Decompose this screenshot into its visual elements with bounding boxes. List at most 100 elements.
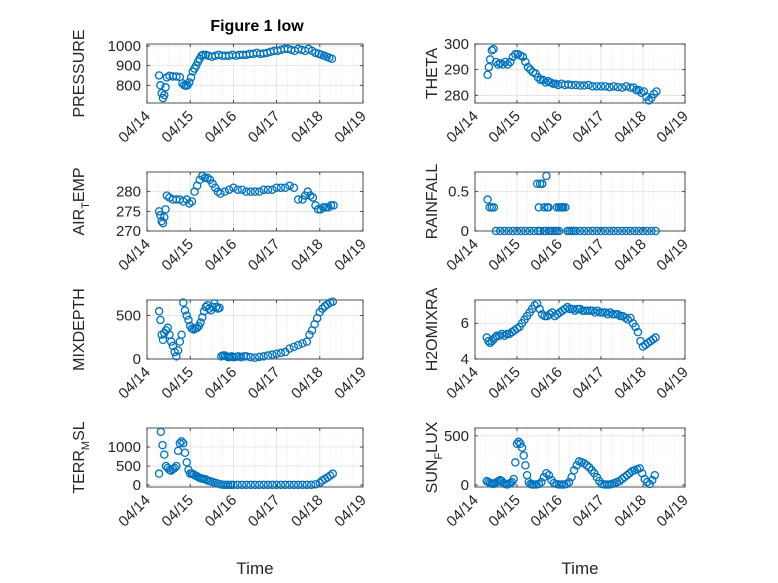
data-point bbox=[512, 324, 522, 333]
data-point bbox=[502, 329, 512, 339]
y-axis-label: TERRMSL bbox=[71, 421, 92, 493]
data-point bbox=[648, 335, 658, 344]
data-point bbox=[569, 466, 579, 475]
data-point bbox=[172, 352, 181, 361]
data-point bbox=[198, 171, 207, 181]
data-point bbox=[179, 438, 188, 448]
data-point bbox=[154, 307, 164, 316]
data-point bbox=[285, 344, 294, 353]
data-point bbox=[540, 311, 549, 321]
data-point bbox=[529, 480, 539, 489]
axes-box bbox=[474, 299, 686, 360]
data-point bbox=[557, 480, 566, 489]
data-point bbox=[154, 469, 164, 478]
data-point bbox=[651, 333, 660, 342]
y-tick-label: 0 bbox=[461, 477, 469, 494]
data-point bbox=[319, 203, 328, 212]
data-point bbox=[224, 185, 234, 194]
data-point bbox=[289, 480, 299, 490]
data-point bbox=[542, 171, 551, 181]
data-point bbox=[508, 226, 518, 236]
data-point bbox=[255, 480, 264, 490]
data-point bbox=[540, 203, 549, 212]
data-point bbox=[647, 475, 657, 485]
axes-box bbox=[146, 427, 364, 488]
data-point bbox=[521, 57, 530, 67]
data-point bbox=[216, 189, 225, 198]
data-point bbox=[272, 349, 281, 359]
data-series bbox=[154, 427, 338, 490]
data-point bbox=[596, 82, 606, 91]
data-point bbox=[512, 226, 522, 236]
data-point bbox=[276, 480, 286, 490]
data-point bbox=[329, 201, 338, 210]
data-point bbox=[182, 311, 191, 320]
axes-box bbox=[146, 299, 364, 360]
data-point bbox=[608, 310, 618, 319]
data-point bbox=[198, 313, 207, 322]
data-point bbox=[536, 226, 545, 236]
data-point bbox=[642, 477, 652, 487]
data-point bbox=[177, 437, 186, 446]
data-point bbox=[629, 83, 639, 92]
data-point bbox=[583, 306, 592, 315]
data-point bbox=[498, 60, 507, 69]
data-point bbox=[561, 203, 570, 212]
data-point bbox=[588, 306, 597, 315]
data-point bbox=[170, 463, 179, 473]
data-point bbox=[259, 352, 268, 361]
data-point bbox=[246, 480, 255, 490]
data-series bbox=[154, 44, 337, 103]
data-point bbox=[541, 226, 550, 236]
data-point bbox=[626, 313, 635, 323]
data-point bbox=[161, 83, 170, 92]
data-point bbox=[538, 75, 548, 85]
data-point bbox=[276, 183, 286, 192]
data-point bbox=[280, 480, 290, 490]
data-point bbox=[542, 203, 552, 212]
data-point bbox=[649, 89, 659, 99]
data-point bbox=[324, 203, 333, 212]
data-point bbox=[600, 226, 610, 236]
data-point bbox=[605, 308, 615, 317]
data-point bbox=[630, 226, 639, 236]
data-point bbox=[562, 479, 571, 489]
data-point bbox=[285, 480, 294, 490]
data-point bbox=[631, 322, 640, 332]
data-point bbox=[647, 226, 656, 236]
y-tick-label: 900 bbox=[116, 58, 141, 75]
data-point bbox=[177, 330, 186, 339]
data-point bbox=[644, 96, 654, 105]
data-point bbox=[191, 61, 201, 70]
data-point bbox=[201, 475, 211, 484]
data-point bbox=[229, 480, 238, 490]
data-point bbox=[328, 297, 338, 306]
data-point bbox=[613, 226, 623, 236]
data-point bbox=[503, 60, 513, 69]
data-point bbox=[483, 70, 492, 80]
data-point bbox=[487, 46, 497, 55]
data-point bbox=[613, 310, 623, 319]
data-point bbox=[584, 226, 593, 236]
data-point bbox=[242, 480, 251, 490]
data-point bbox=[272, 480, 281, 490]
data-point bbox=[198, 50, 208, 60]
data-point bbox=[544, 470, 554, 480]
data-series bbox=[154, 171, 338, 228]
data-point bbox=[233, 480, 242, 490]
data-point bbox=[500, 226, 509, 236]
data-point bbox=[203, 173, 212, 183]
data-point bbox=[554, 226, 564, 236]
data-point bbox=[160, 450, 169, 459]
data-point bbox=[575, 226, 585, 236]
data-point bbox=[229, 183, 238, 192]
y-tick-label: 500 bbox=[444, 428, 469, 445]
data-point bbox=[596, 226, 606, 236]
y-tick-label: 0.5 bbox=[448, 184, 469, 201]
data-point bbox=[305, 330, 314, 339]
data-point bbox=[250, 480, 260, 490]
data-point bbox=[609, 226, 618, 236]
data-point bbox=[293, 340, 303, 350]
data-point bbox=[156, 315, 165, 325]
